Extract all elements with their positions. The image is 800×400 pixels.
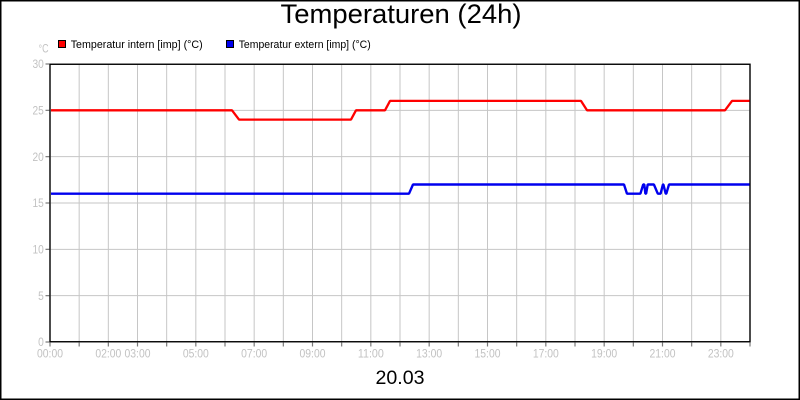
svg-text:5: 5: [38, 289, 44, 303]
svg-text:09:00: 09:00: [300, 347, 326, 361]
svg-text:05:00: 05:00: [183, 347, 209, 361]
svg-text:19:00: 19:00: [591, 347, 617, 361]
svg-text:25: 25: [33, 104, 45, 118]
svg-text:21:00: 21:00: [650, 347, 676, 361]
svg-text:30: 30: [33, 57, 45, 71]
svg-text:15:00: 15:00: [475, 347, 501, 361]
svg-text:15: 15: [33, 196, 45, 210]
svg-text:00:00: 00:00: [37, 347, 63, 361]
svg-text:17:00: 17:00: [533, 347, 559, 361]
svg-text:°C: °C: [39, 42, 49, 56]
svg-text:11:00: 11:00: [358, 347, 384, 361]
svg-text:20.03: 20.03: [376, 368, 425, 389]
svg-text:23:00: 23:00: [708, 347, 734, 361]
svg-text:0: 0: [38, 335, 44, 349]
svg-text:20: 20: [33, 150, 45, 164]
svg-text:07:00: 07:00: [241, 347, 267, 361]
svg-text:Temperatur intern [imp] (°C): Temperatur intern [imp] (°C): [71, 39, 203, 51]
svg-text:02:00: 02:00: [95, 347, 121, 361]
svg-text:Temperatur extern [imp] (°C): Temperatur extern [imp] (°C): [239, 39, 371, 51]
svg-text:13:00: 13:00: [416, 347, 442, 361]
svg-text:Temperaturen (24h): Temperaturen (24h): [281, 0, 522, 29]
svg-text:03:00: 03:00: [125, 347, 151, 361]
svg-text:10: 10: [33, 243, 45, 257]
